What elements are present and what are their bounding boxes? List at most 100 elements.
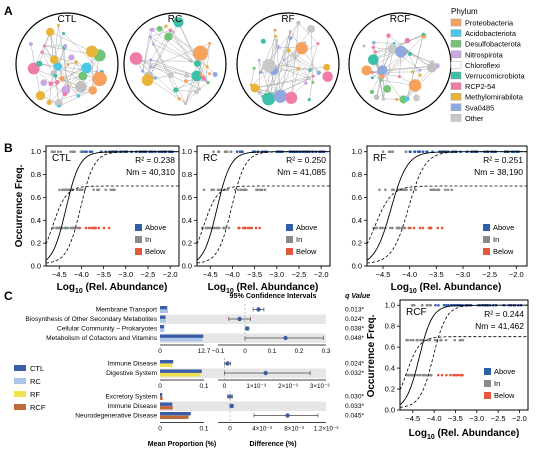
data-point	[207, 226, 211, 230]
data-point	[403, 226, 407, 230]
legend-swatch	[484, 380, 491, 387]
upper-ci-line	[366, 151, 527, 264]
y-tick-label: 0.0	[385, 406, 395, 415]
mean-bar-b	[160, 363, 173, 367]
network-edge	[373, 42, 395, 44]
q-value: 0.045*	[345, 413, 365, 420]
network-node	[49, 55, 59, 64]
network-node	[88, 86, 98, 95]
network-node	[167, 72, 174, 79]
data-point	[62, 188, 65, 192]
network-node	[296, 20, 301, 26]
data-point	[449, 373, 452, 377]
diff-tick-label: 8×10⁻³	[284, 426, 304, 433]
network-node	[316, 42, 320, 46]
panel-letter-b: B	[4, 141, 13, 155]
network-node	[28, 42, 33, 46]
diff-tick-label: 4×10⁻³	[252, 426, 272, 433]
network-edge	[288, 50, 328, 77]
network-node	[395, 45, 407, 58]
x-tick-label: −4.0	[427, 414, 442, 423]
x-tick-label: −2.0	[512, 414, 527, 423]
legend-label: In	[296, 235, 302, 244]
plot-title: RF	[373, 153, 386, 164]
x-tick-label: −2.5	[141, 270, 156, 279]
data-point	[248, 226, 252, 230]
data-point	[233, 188, 237, 192]
data-point	[440, 373, 444, 377]
data-point	[421, 373, 424, 377]
y-tick-label: 0.2	[31, 239, 41, 248]
legend-label: In	[494, 379, 500, 388]
legend-swatch	[484, 392, 491, 399]
data-point	[429, 226, 433, 230]
data-point	[66, 188, 69, 192]
network-node	[402, 100, 406, 104]
y-tick-label: 0.4	[385, 364, 395, 373]
legend-label: Other	[465, 114, 484, 123]
data-point	[97, 188, 100, 192]
stamp-group: Membrane Transport 0.013* Biosynthesis of …	[25, 304, 365, 355]
network-node	[304, 81, 308, 85]
feature-label: Metabolism of Cofactors and Vitamins	[46, 335, 158, 342]
network-edge	[152, 29, 210, 74]
data-point	[58, 188, 61, 192]
network-node	[296, 67, 300, 71]
network-edge	[310, 28, 314, 83]
data-point	[212, 188, 216, 192]
network-node	[381, 97, 386, 101]
plot-frame	[366, 145, 528, 267]
legend-swatch	[450, 40, 462, 48]
x-tick-label: −2.5	[491, 414, 506, 423]
group-legend-label: RCF	[30, 403, 46, 412]
mean-bar-a	[160, 360, 174, 364]
data-point	[109, 188, 113, 192]
mean-bar-b	[160, 309, 168, 313]
network-node	[150, 27, 155, 32]
legend-swatch	[450, 29, 462, 37]
data-point	[391, 150, 395, 154]
network-node	[392, 41, 396, 45]
data-point	[437, 188, 441, 192]
bar-tick-label: 0	[158, 348, 162, 355]
legend-swatch	[483, 224, 490, 231]
x-tick-label: −3.5	[429, 270, 444, 279]
network-node	[85, 45, 98, 58]
x-tick-label: −3.0	[456, 270, 471, 279]
y-tick-label: 1.0	[352, 147, 362, 156]
x-tick-label: −4.0	[402, 270, 417, 279]
legend-label: RCP2-54	[465, 82, 495, 91]
diff-tick-label: −0.1	[212, 348, 225, 355]
y-axis-label: Occurrence Freq.	[14, 164, 25, 247]
data-point	[97, 226, 101, 230]
network-node	[307, 77, 312, 81]
x-tick-label: −2.5	[482, 270, 497, 279]
network-edge	[258, 60, 260, 93]
network-node	[40, 50, 44, 54]
network-node	[62, 91, 67, 97]
data-point	[104, 188, 108, 192]
data-point	[79, 188, 83, 192]
legend-swatch	[450, 50, 462, 58]
nm-value: Nm = 38,190	[474, 167, 523, 177]
panel-letter-c: C	[4, 289, 13, 303]
network-node	[148, 64, 153, 70]
data-point	[444, 188, 447, 192]
data-point	[202, 188, 206, 192]
data-point	[447, 303, 450, 307]
neutral-plot-rc: −4.5 −4.0 −3.5 −3.0 −2.5 −2.0 0.0 0.2 0.4 0.6 0.8 1…	[182, 145, 331, 279]
x-tick-label: −3.0	[269, 270, 284, 279]
x-tick-label: −3.0	[118, 270, 133, 279]
mean-bar-b	[160, 396, 163, 400]
network-edge	[135, 58, 186, 104]
legend-swatch	[450, 18, 462, 27]
network-node	[260, 38, 266, 44]
network-rc	[123, 12, 227, 116]
diff-tick-label: 0	[228, 426, 232, 433]
mean-bar-b	[160, 415, 189, 419]
diff-point	[225, 361, 230, 366]
diff-tick-label: 0.3	[322, 348, 331, 355]
r-squared: R² = 0.250	[286, 155, 326, 165]
network-node	[27, 62, 40, 75]
network-edge	[409, 53, 433, 63]
